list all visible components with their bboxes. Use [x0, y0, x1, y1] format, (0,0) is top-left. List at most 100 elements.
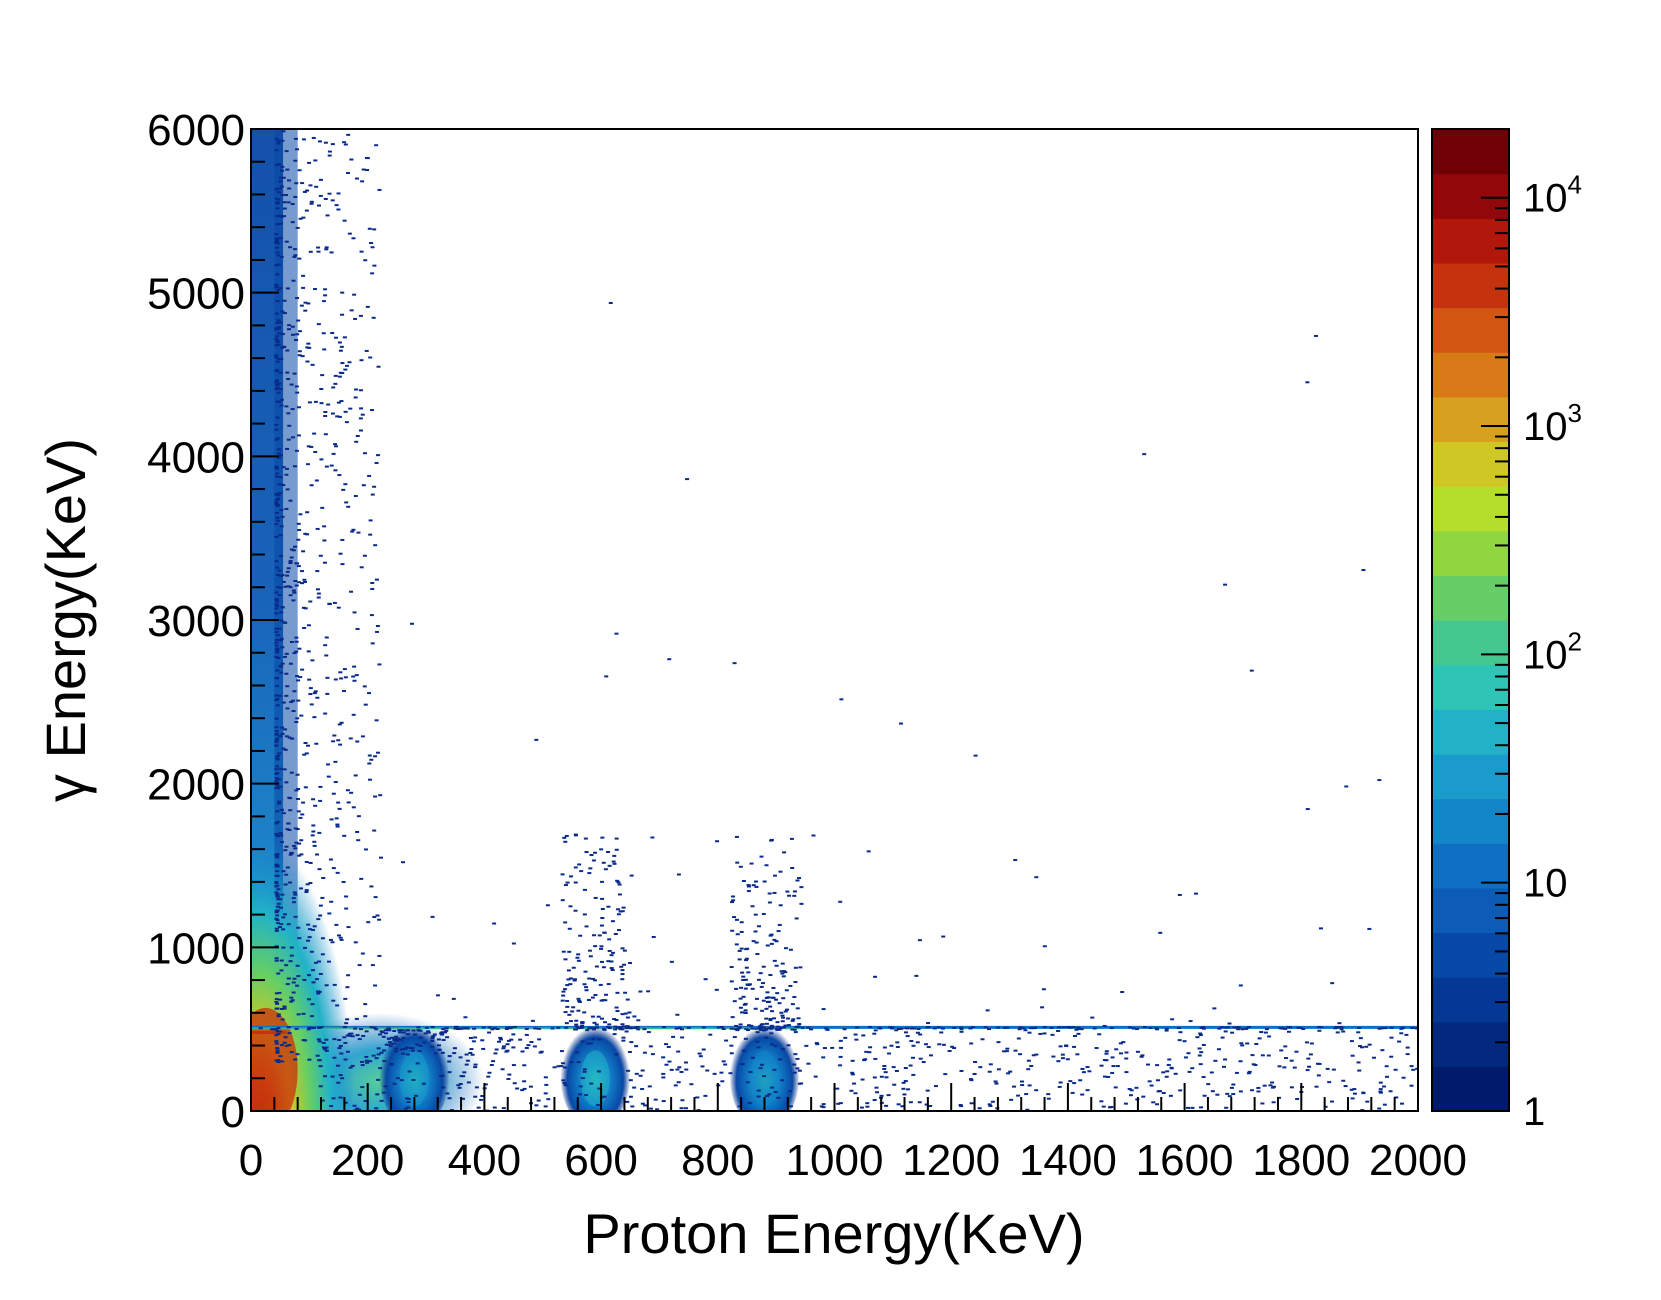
count-mark: [288, 562, 293, 565]
count-mark: [785, 1017, 790, 1020]
color-step: [1432, 307, 1509, 353]
count-mark: [283, 1036, 288, 1039]
count-mark: [318, 799, 323, 802]
count-mark: [567, 950, 572, 953]
count-mark: [274, 327, 279, 330]
count-mark: [1249, 669, 1254, 672]
x-axis: 0 200 400 600 800 1000 1200 1400 1600 1800 2000: [239, 1083, 1467, 1185]
count-mark: [1372, 1056, 1377, 1059]
count-mark: [1169, 1066, 1174, 1069]
count-mark: [1230, 1031, 1235, 1034]
count-mark: [1283, 1027, 1288, 1030]
count-mark: [443, 1031, 448, 1034]
colorbar-label-exponent: 3: [1568, 398, 1582, 428]
count-mark: [969, 1078, 974, 1081]
count-mark: [277, 163, 282, 166]
count-mark: [853, 1033, 858, 1036]
count-mark: [274, 655, 279, 658]
count-mark: [469, 1048, 474, 1051]
heatmap-density: [251, 129, 1418, 1111]
count-mark: [365, 1061, 370, 1064]
count-mark: [625, 1016, 630, 1019]
count-mark: [650, 1053, 655, 1056]
count-mark: [297, 350, 302, 353]
count-mark: [276, 902, 281, 905]
count-mark: [741, 1049, 746, 1052]
count-mark: [565, 999, 570, 1002]
count-mark: [275, 242, 280, 245]
count-mark: [275, 634, 280, 637]
count-mark: [705, 1069, 710, 1072]
count-mark: [580, 1040, 585, 1043]
count-mark: [399, 1048, 404, 1051]
count-mark: [483, 1083, 488, 1086]
count-mark: [354, 388, 359, 391]
count-mark: [356, 815, 361, 818]
count-mark: [741, 880, 746, 883]
count-mark: [373, 896, 378, 899]
count-mark: [677, 1066, 682, 1069]
count-mark: [294, 1027, 299, 1030]
colorbar-label: 102: [1523, 626, 1582, 677]
count-mark: [445, 1092, 450, 1095]
count-mark: [1058, 1045, 1063, 1048]
count-mark: [793, 1053, 798, 1056]
count-mark: [1411, 1068, 1416, 1071]
count-mark: [1377, 1027, 1382, 1030]
count-mark: [281, 130, 286, 133]
count-mark: [275, 895, 280, 898]
count-mark: [1378, 1091, 1383, 1094]
count-mark: [1020, 1084, 1025, 1087]
count-mark: [274, 881, 279, 884]
count-mark: [592, 1028, 597, 1031]
count-mark: [1193, 892, 1198, 895]
count-mark: [1060, 1057, 1065, 1060]
count-mark: [299, 304, 304, 307]
count-mark: [1349, 1088, 1354, 1091]
count-mark: [1361, 1092, 1366, 1095]
count-mark: [675, 1068, 680, 1071]
count-mark: [447, 1060, 452, 1063]
count-mark: [277, 382, 282, 385]
count-mark: [762, 1075, 767, 1078]
count-mark: [291, 991, 296, 994]
count-mark: [1076, 1026, 1081, 1029]
count-mark: [333, 445, 338, 448]
count-mark: [772, 891, 777, 894]
count-mark: [738, 997, 743, 1000]
count-mark: [1104, 1050, 1109, 1053]
count-mark: [573, 909, 578, 912]
count-mark: [698, 1055, 703, 1058]
count-mark: [278, 1055, 283, 1058]
count-mark: [777, 923, 782, 926]
count-mark: [317, 831, 322, 834]
count-mark: [276, 656, 281, 659]
count-mark: [359, 250, 364, 253]
count-mark: [576, 953, 581, 956]
count-mark: [280, 893, 285, 896]
count-mark: [277, 332, 282, 335]
count-mark: [360, 180, 365, 183]
count-mark: [1220, 1036, 1225, 1039]
color-step: [1432, 664, 1509, 710]
count-mark: [274, 891, 279, 894]
count-mark: [345, 986, 350, 989]
count-mark: [1316, 1074, 1321, 1077]
count-mark: [600, 917, 605, 920]
count-mark: [279, 841, 284, 844]
count-mark: [780, 962, 785, 965]
count-mark: [737, 958, 742, 961]
count-mark: [290, 221, 295, 224]
count-mark: [891, 1066, 896, 1069]
count-mark: [291, 897, 296, 900]
count-mark: [289, 1051, 294, 1054]
count-mark: [617, 883, 622, 886]
count-mark: [607, 1027, 612, 1030]
count-mark: [336, 606, 341, 609]
count-mark: [308, 184, 313, 187]
count-mark: [288, 560, 293, 563]
count-mark: [1142, 453, 1147, 456]
count-mark: [749, 1024, 754, 1027]
count-mark: [799, 902, 804, 905]
count-mark: [274, 239, 279, 242]
